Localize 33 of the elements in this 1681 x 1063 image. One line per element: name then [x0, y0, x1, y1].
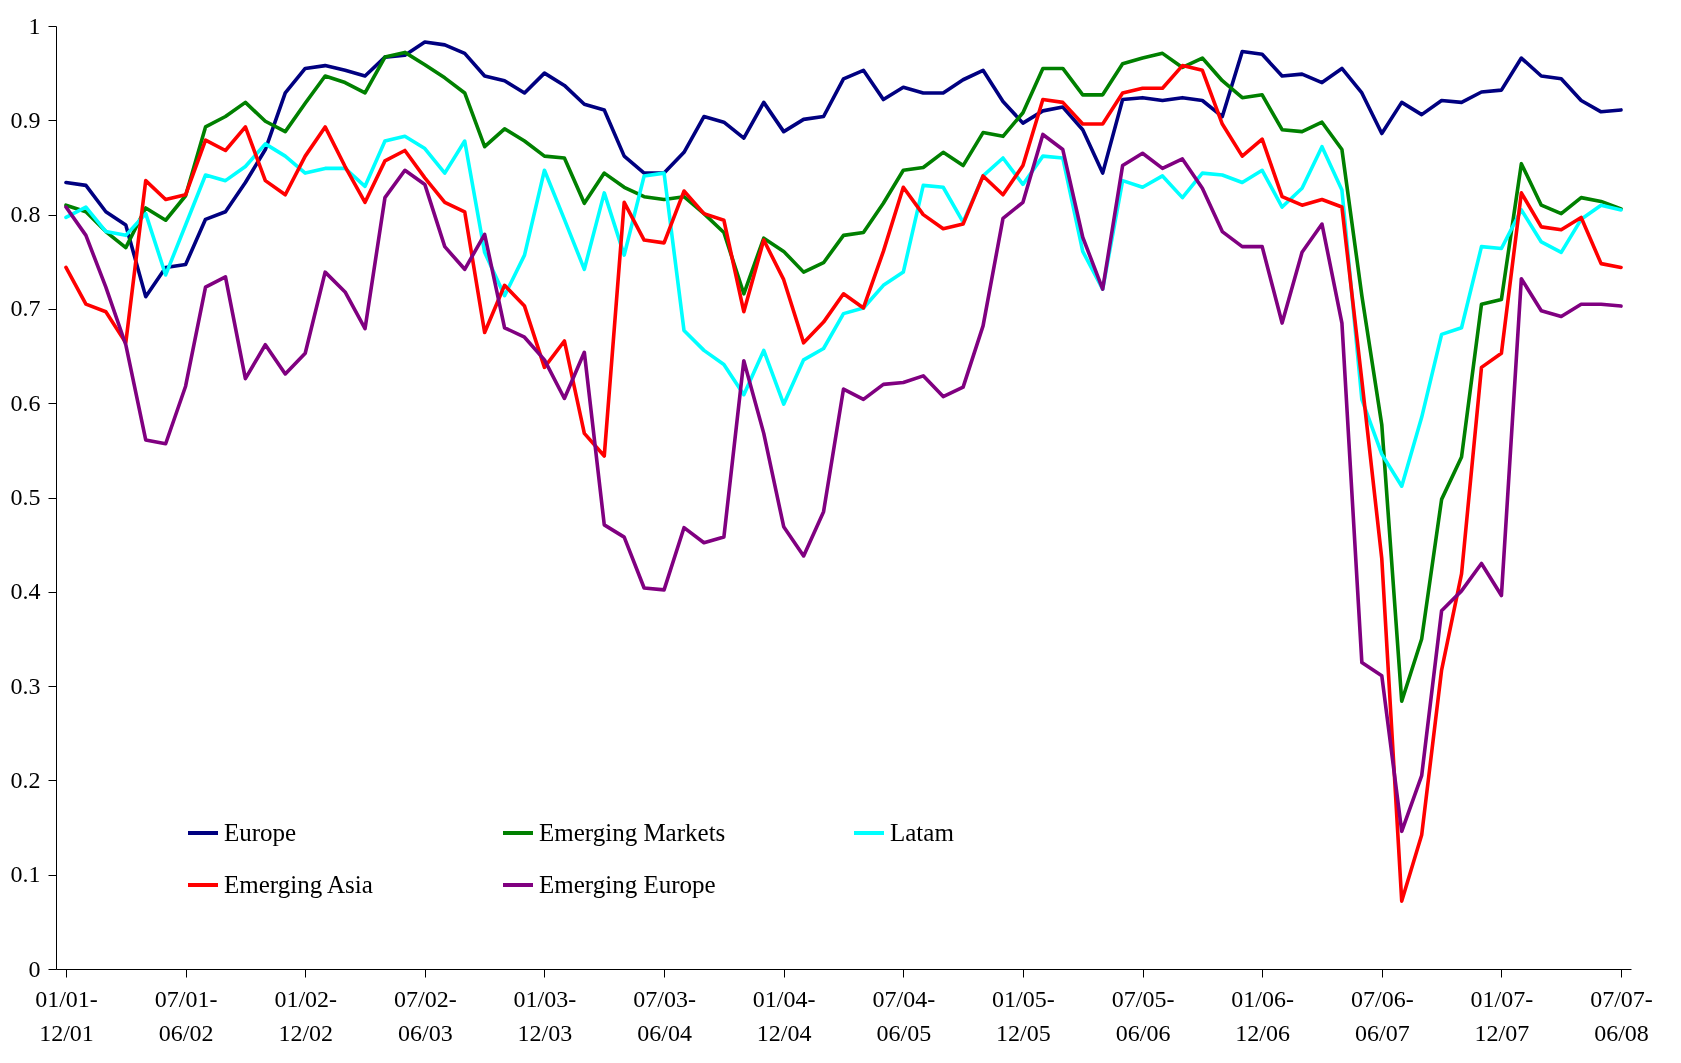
x-tick-label: 07/03-06/04	[633, 985, 696, 1046]
x-tick-label: 01/02-12/02	[274, 985, 338, 1046]
y-tick-label: 0.3	[10, 672, 41, 699]
y-tick-label: 0.8	[10, 201, 41, 228]
legend-label: Emerging Markets	[539, 819, 726, 846]
x-tick-label: 07/02-06/03	[393, 985, 457, 1046]
x-tick-label: 07/04-06/05	[872, 985, 936, 1046]
y-tick-label: 0.5	[10, 484, 41, 510]
y-tick-label: 0.1	[10, 861, 41, 888]
y-tick-label: 0.2	[10, 766, 41, 793]
y-tick-label: 0.4	[10, 578, 41, 605]
y-tick-label: 1	[28, 12, 41, 39]
x-tick-label: 07/06-06/07	[1350, 985, 1414, 1046]
x-tick-label: 07/07-06/08	[1590, 985, 1653, 1046]
legend-label: Emerging Europe	[539, 871, 716, 898]
x-tick-label: 07/01-06/02	[154, 985, 218, 1046]
legend-label: Emerging Asia	[224, 871, 373, 898]
y-tick-label: 0.7	[10, 295, 41, 322]
x-tick-label: 01/04-12/04	[752, 985, 816, 1046]
y-tick-label: 0	[28, 955, 41, 982]
x-tick-label: 01/03-12/03	[513, 985, 577, 1046]
x-tick-label: 01/01-12/01	[35, 985, 98, 1046]
x-tick-label: 07/05-06/06	[1111, 985, 1175, 1046]
x-tick-label: 01/07-12/07	[1470, 985, 1534, 1046]
y-tick-label: 0.6	[10, 389, 41, 416]
legend-label: Europe	[224, 819, 297, 846]
line-series	[64, 63, 1623, 903]
x-tick-label: 01/06-12/06	[1231, 985, 1295, 1046]
legend-label: Latam	[890, 819, 955, 846]
x-tick-label: 01/05-12/05	[992, 985, 1055, 1046]
line-series	[64, 40, 1623, 299]
y-tick-label: 0.9	[10, 106, 41, 133]
line-series	[64, 50, 1623, 703]
